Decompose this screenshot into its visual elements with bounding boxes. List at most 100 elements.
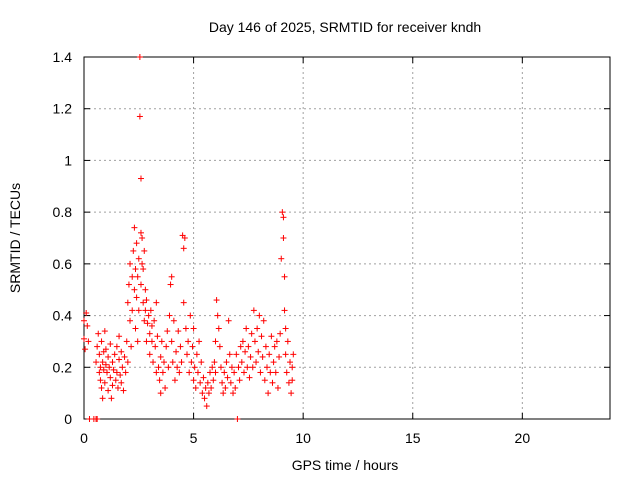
data-point bbox=[105, 387, 112, 394]
data-point bbox=[181, 235, 188, 241]
data-point bbox=[177, 343, 184, 350]
data-point bbox=[94, 343, 101, 350]
x-tick-label: 15 bbox=[405, 430, 421, 446]
data-point bbox=[116, 356, 123, 363]
data-point bbox=[141, 247, 148, 254]
data-point bbox=[199, 390, 206, 397]
data-point bbox=[180, 245, 187, 252]
data-point bbox=[244, 364, 251, 371]
data-point bbox=[277, 330, 284, 337]
data-point bbox=[168, 338, 175, 345]
data-point bbox=[193, 351, 200, 358]
data-point bbox=[97, 364, 104, 371]
data-point bbox=[122, 369, 129, 376]
data-point bbox=[101, 328, 108, 335]
x-tick-label: 10 bbox=[295, 430, 311, 446]
data-point bbox=[118, 348, 125, 355]
data-point bbox=[281, 307, 288, 314]
data-point bbox=[276, 353, 283, 360]
data-point bbox=[289, 377, 296, 384]
data-point bbox=[84, 322, 91, 329]
data-point bbox=[136, 113, 143, 120]
data-point bbox=[81, 335, 87, 342]
data-point bbox=[280, 214, 287, 221]
data-point bbox=[148, 322, 155, 329]
data-point bbox=[233, 351, 240, 358]
data-point bbox=[273, 338, 280, 345]
data-point bbox=[85, 338, 92, 345]
data-point bbox=[258, 333, 265, 340]
data-point bbox=[289, 364, 296, 371]
data-point bbox=[165, 364, 172, 371]
data-point bbox=[105, 353, 112, 360]
data-point bbox=[167, 281, 174, 288]
data-point bbox=[225, 317, 232, 324]
data-point bbox=[159, 369, 166, 376]
data-point bbox=[96, 369, 103, 376]
data-point bbox=[213, 297, 220, 304]
y-tick-label: 1.2 bbox=[53, 101, 73, 117]
data-point bbox=[158, 338, 165, 345]
y-tick-label: 1 bbox=[64, 152, 72, 168]
y-tick-label: 0.2 bbox=[53, 359, 73, 375]
data-point bbox=[163, 343, 170, 350]
data-point bbox=[283, 369, 290, 376]
data-point bbox=[259, 353, 266, 360]
data-point bbox=[170, 317, 177, 324]
data-point bbox=[227, 379, 234, 386]
data-point bbox=[217, 364, 224, 371]
data-point bbox=[268, 333, 275, 340]
data-point bbox=[223, 359, 230, 366]
data-point bbox=[134, 338, 141, 345]
data-point bbox=[154, 333, 161, 340]
data-point bbox=[139, 260, 146, 267]
data-point bbox=[136, 54, 143, 60]
data-point bbox=[131, 224, 138, 231]
data-point bbox=[280, 235, 287, 241]
data-point bbox=[245, 343, 252, 350]
data-point bbox=[171, 377, 178, 384]
data-point bbox=[124, 359, 131, 366]
data-point bbox=[282, 325, 289, 332]
data-point bbox=[267, 369, 274, 376]
data-point bbox=[214, 312, 221, 319]
data-point bbox=[282, 351, 289, 358]
data-point bbox=[164, 328, 171, 335]
data-point bbox=[216, 343, 223, 350]
data-point bbox=[157, 353, 164, 360]
data-point bbox=[270, 359, 277, 366]
data-point bbox=[287, 359, 294, 366]
data-point bbox=[169, 359, 176, 366]
data-point bbox=[116, 333, 123, 340]
y-tick-label: 0.8 bbox=[53, 204, 73, 220]
data-point bbox=[137, 229, 144, 236]
data-point bbox=[232, 384, 239, 391]
data-point bbox=[140, 299, 147, 306]
data-point bbox=[215, 325, 222, 332]
data-point bbox=[93, 359, 100, 366]
data-point bbox=[99, 359, 106, 366]
data-point bbox=[157, 390, 164, 397]
data-point bbox=[117, 372, 124, 379]
chart-title: Day 146 of 2025, SRMTID for receiver knd… bbox=[209, 19, 481, 35]
x-tick-label: 5 bbox=[190, 430, 198, 446]
data-point bbox=[238, 359, 245, 366]
data-point bbox=[94, 416, 101, 422]
data-point bbox=[192, 384, 199, 391]
data-point bbox=[132, 325, 139, 332]
data-point bbox=[141, 317, 148, 324]
data-point bbox=[160, 359, 167, 366]
data-point bbox=[254, 325, 261, 332]
grid-lines bbox=[84, 57, 610, 419]
data-point bbox=[246, 374, 253, 381]
x-axis-label: GPS time / hours bbox=[292, 457, 399, 473]
data-point bbox=[133, 240, 140, 247]
data-point bbox=[197, 379, 204, 386]
data-point bbox=[248, 330, 255, 337]
data-point bbox=[150, 359, 157, 366]
data-point bbox=[166, 312, 173, 319]
data-point bbox=[129, 273, 136, 280]
data-point bbox=[239, 338, 246, 345]
data-point bbox=[288, 390, 295, 397]
